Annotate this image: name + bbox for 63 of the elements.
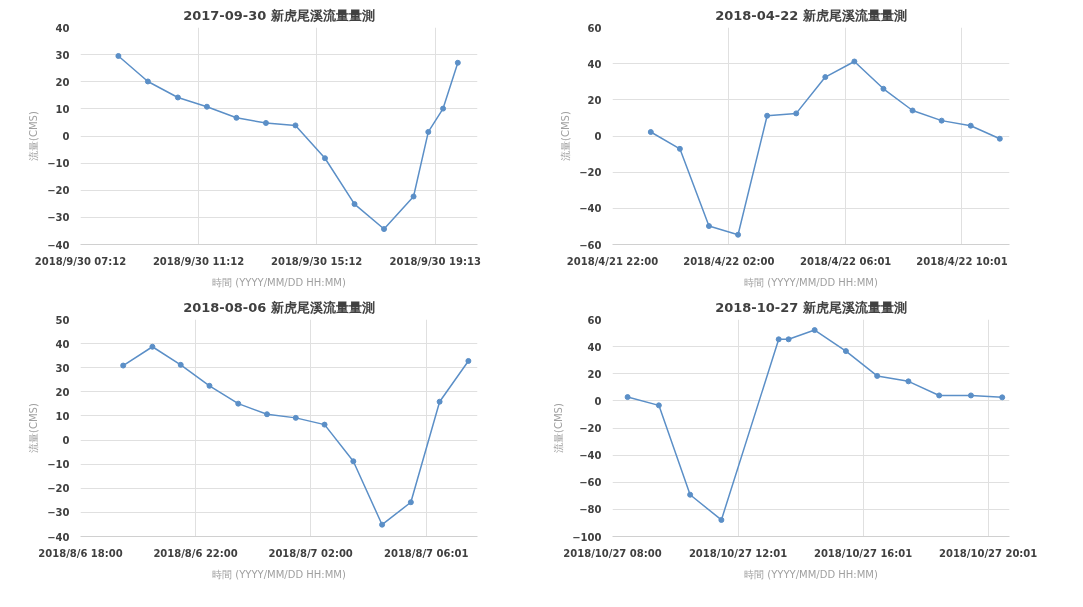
y-tick-label: −80 <box>579 504 602 516</box>
x-axis-title: 時間 (YYYY/MM/DD HH:MM) <box>212 276 346 288</box>
x-tick-label: 2018/4/21 22:00 <box>566 255 659 267</box>
y-tick-label: −100 <box>572 531 602 543</box>
x-tick-label: 2018/8/7 02:00 <box>268 547 353 559</box>
y-tick-label: −30 <box>47 212 70 224</box>
y-tick-label: −20 <box>579 167 602 179</box>
x-tick-label: 2018/8/6 18:00 <box>38 547 123 559</box>
y-tick-label: 60 <box>587 314 602 326</box>
y-tick-label: −20 <box>47 483 70 495</box>
y-tick-label: −10 <box>47 158 70 170</box>
chart-title: 2018-08-06 新虎尾溪流量量測 <box>183 299 375 315</box>
x-tick-label: 2018/10/27 12:01 <box>688 547 788 559</box>
y-tick-label: 30 <box>55 362 70 374</box>
y-tick-label: −40 <box>579 450 602 462</box>
y-tick-label: −40 <box>47 239 70 251</box>
y-tick-label: 10 <box>55 103 70 115</box>
y-tick-label: 10 <box>55 410 70 422</box>
x-axis-title: 時間 (YYYY/MM/DD HH:MM) <box>212 568 346 580</box>
x-tick-label: 2018/8/7 06:01 <box>384 547 469 559</box>
y-tick-label: 0 <box>594 131 602 142</box>
x-tick-label: 2018/9/30 15:12 <box>270 255 363 267</box>
y-tick-label: 40 <box>55 338 70 350</box>
y-tick-label: 50 <box>55 314 70 326</box>
y-tick-label: 0 <box>62 435 70 447</box>
y-tick-label: −40 <box>47 531 70 543</box>
y-tick-label: −60 <box>579 239 602 251</box>
y-axis-title: 流量(CMS) <box>560 111 572 161</box>
y-tick-label: −20 <box>47 185 70 197</box>
y-tick-label: 40 <box>587 58 602 70</box>
y-tick-label: 60 <box>587 22 602 34</box>
y-tick-label: 20 <box>55 386 70 398</box>
y-tick-label: 20 <box>587 368 602 380</box>
x-tick-label: 2018/8/6 22:00 <box>153 547 238 559</box>
chart-title: 2018-04-22 新虎尾溪流量量測 <box>715 7 907 23</box>
y-axis-title: 流量(CMS) <box>28 111 40 161</box>
y-tick-label: −10 <box>47 459 70 471</box>
y-tick-label: 20 <box>587 94 602 106</box>
x-tick-label: 2018/9/30 11:12 <box>152 255 245 267</box>
y-tick-label: 20 <box>55 76 70 88</box>
x-tick-label: 2018/10/27 16:01 <box>813 547 913 559</box>
y-tick-label: 0 <box>594 395 602 407</box>
y-tick-label: 40 <box>55 22 70 34</box>
chart-title: 2018-10-27 新虎尾溪流量量測 <box>715 299 907 315</box>
y-tick-label: −20 <box>579 423 602 434</box>
x-tick-label: 2018/10/27 20:01 <box>939 547 1038 559</box>
y-axis-title: 流量(CMS) <box>28 403 40 453</box>
x-tick-label: 2018/9/30 19:13 <box>389 255 481 267</box>
x-tick-label: 2018/10/27 08:00 <box>563 547 662 559</box>
x-tick-label: 2018/4/22 10:01 <box>916 255 1008 267</box>
y-tick-label: −60 <box>579 477 602 489</box>
y-tick-label: −30 <box>47 507 70 519</box>
x-axis-title: 時間 (YYYY/MM/DD HH:MM) <box>744 568 878 580</box>
y-axis-title: 流量(CMS) <box>553 403 565 453</box>
x-axis-title: 時間 (YYYY/MM/DD HH:MM) <box>744 276 878 288</box>
x-tick-label: 2018/9/30 07:12 <box>34 255 127 267</box>
x-tick-label: 2018/4/22 02:00 <box>683 255 775 267</box>
y-tick-label: 30 <box>55 49 70 61</box>
x-tick-label: 2018/4/22 06:01 <box>800 255 892 267</box>
y-tick-label: −40 <box>579 203 602 215</box>
y-tick-label: 40 <box>587 341 602 353</box>
y-tick-label: 0 <box>62 131 70 142</box>
chart-title: 2017-09-30 新虎尾溪流量量測 <box>183 7 375 23</box>
